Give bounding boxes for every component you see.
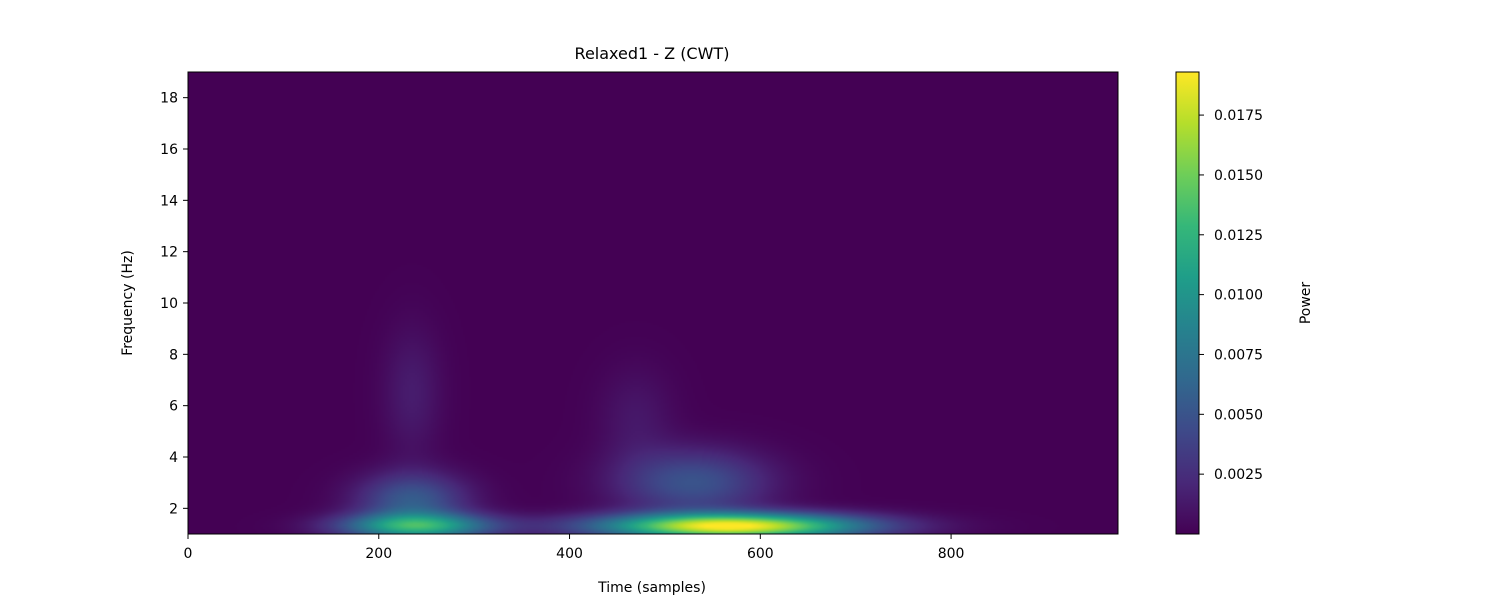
colorbar-ticks: 0.0025 0.0050 0.0075 0.0100 0.0125 0.0150 0.01… [1199, 108, 1263, 483]
colorbar-tick-label: 0.0075 [1214, 347, 1263, 363]
y-tick-label: 18 [160, 91, 178, 107]
colorbar-tick-label: 0.0050 [1214, 407, 1263, 423]
heatmap-image [188, 72, 1118, 534]
y-tick-label: 14 [160, 193, 178, 209]
x-tick-label: 800 [938, 546, 965, 562]
x-axis-ticks: 0 200 400 600 800 [184, 534, 965, 562]
y-tick-label: 8 [169, 347, 178, 363]
y-tick-label: 2 [169, 501, 178, 517]
colorbar-tick-label: 0.0125 [1214, 228, 1263, 244]
colorbar-tick-label: 0.0025 [1214, 467, 1263, 483]
colorbar [1175, 71, 1200, 535]
y-tick-label: 12 [160, 245, 178, 261]
y-tick-label: 6 [169, 399, 178, 415]
x-tick-label: 200 [365, 546, 392, 562]
colorbar-tick-label: 0.0150 [1214, 168, 1263, 184]
x-axis-label: Time (samples) [597, 580, 706, 596]
colorbar-tick-label: 0.0100 [1214, 288, 1263, 304]
y-axis-label: Frequency (Hz) [120, 250, 136, 356]
y-axis-ticks: 2 4 6 8 10 12 14 16 18 [160, 91, 188, 517]
x-tick-label: 0 [184, 546, 193, 562]
x-tick-label: 400 [556, 546, 583, 562]
y-tick-label: 4 [169, 450, 178, 466]
colorbar-tick-label: 0.0175 [1214, 108, 1263, 124]
chart-title: Relaxed1 - Z (CWT) [575, 44, 730, 63]
x-tick-label: 600 [747, 546, 774, 562]
y-tick-label: 10 [160, 296, 178, 312]
y-tick-label: 16 [160, 142, 178, 158]
colorbar-label: Power [1298, 282, 1314, 325]
